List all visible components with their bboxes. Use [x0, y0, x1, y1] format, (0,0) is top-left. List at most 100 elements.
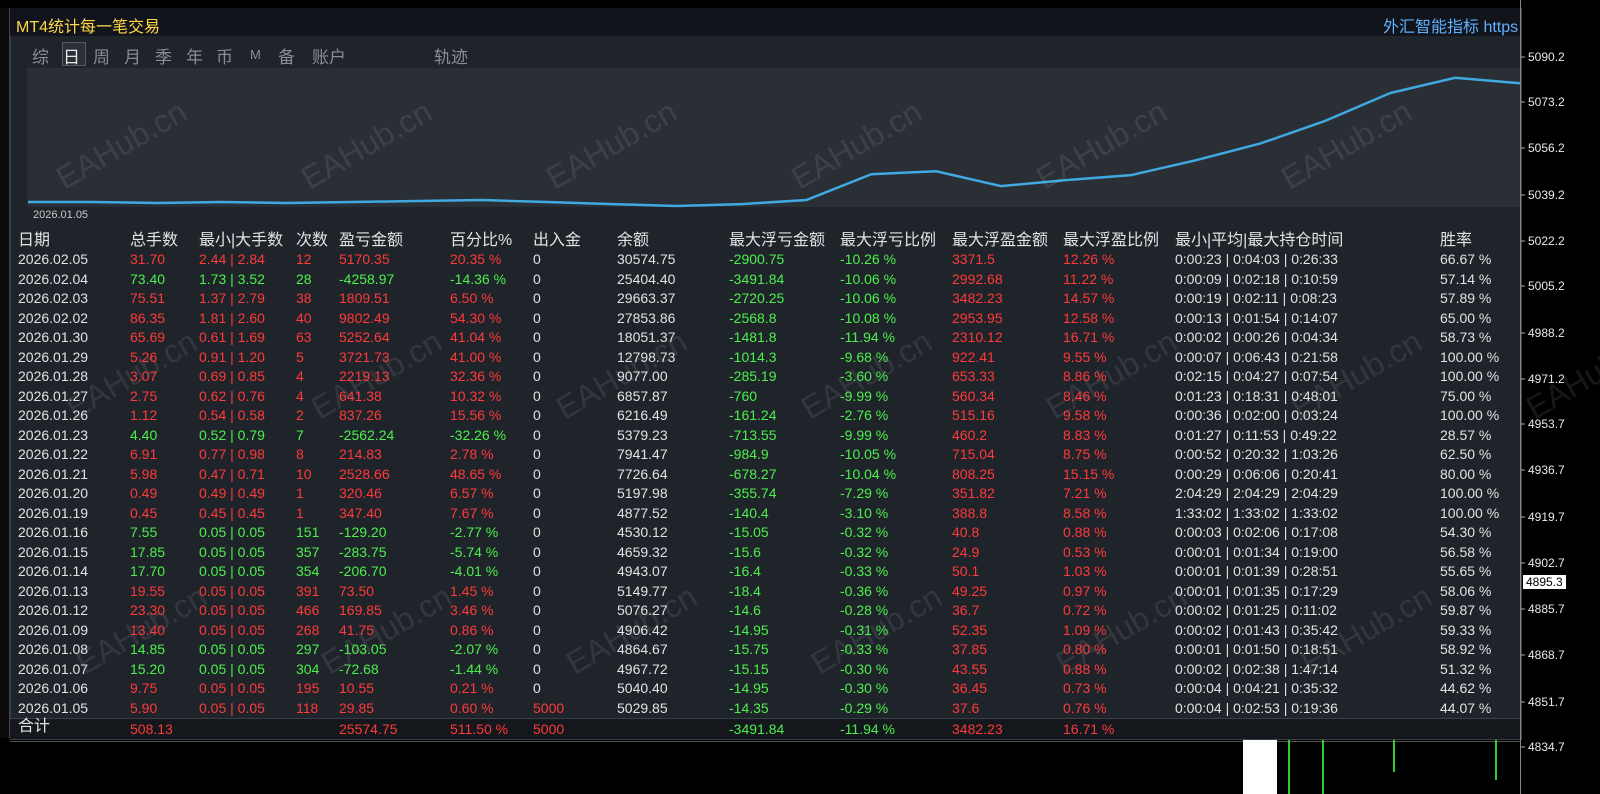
- table-cell: 5252.64: [339, 329, 390, 346]
- table-cell: -3491.84: [729, 270, 785, 287]
- price-label: 5073.2: [1528, 95, 1565, 109]
- price-label: 5056.2: [1528, 141, 1565, 155]
- table-cell: 62.50 %: [1440, 446, 1492, 463]
- table-cell: 0.05 | 0.05: [199, 680, 265, 697]
- table-cell: 0: [533, 504, 541, 521]
- column-header: 日期: [18, 232, 51, 249]
- table-cell: 0.72 %: [1063, 602, 1107, 619]
- table-cell: 5197.98: [617, 485, 668, 502]
- table-cell: 10.32 %: [450, 387, 502, 404]
- table-cell: -0.30 %: [840, 680, 889, 697]
- total-cell: -11.94 %: [840, 721, 895, 737]
- table-cell: 49.25: [952, 582, 988, 599]
- table-cell: 38: [296, 290, 312, 307]
- table-cell: -0.31 %: [840, 621, 889, 638]
- table-cell: 6857.87: [617, 387, 668, 404]
- volume-bar: [1243, 740, 1277, 794]
- table-cell: 6216.49: [617, 407, 668, 424]
- table-cell: 1.81 | 2.60: [199, 309, 265, 326]
- total-cell: 5000: [533, 721, 565, 737]
- table-cell: 2026.01.30: [18, 329, 89, 346]
- table-cell: 2026.01.26: [18, 407, 89, 424]
- table-cell: 6.50 %: [450, 290, 494, 307]
- table-cell: 1.37 | 2.79: [199, 290, 265, 307]
- volume-bar: [1495, 740, 1497, 780]
- table-cell: 466: [296, 602, 320, 619]
- table-cell: 2026.01.16: [18, 524, 89, 541]
- table-cell: 0: [533, 309, 541, 326]
- column-header: 余额: [617, 232, 650, 249]
- table-cell: 17.85: [130, 543, 166, 560]
- table-cell: 5000: [533, 699, 565, 716]
- tab[interactable]: 币: [216, 48, 233, 67]
- table-cell: 0: [533, 524, 541, 541]
- table-cell: -7.29 %: [840, 485, 889, 502]
- table-cell: -129.20: [339, 524, 387, 541]
- table-cell: 2026.01.21: [18, 465, 89, 482]
- table-cell: 0:00:36 | 0:02:00 | 0:03:24: [1175, 407, 1338, 424]
- table-cell: 2953.95: [952, 309, 1003, 326]
- table-cell: 100.00 %: [1440, 485, 1500, 502]
- table-cell: 50.1: [952, 563, 980, 580]
- axis-line: [1520, 0, 1521, 794]
- table-cell: 15.56 %: [450, 407, 502, 424]
- table-cell: 40.8: [952, 524, 980, 541]
- table-cell: 2026.02.04: [18, 270, 89, 287]
- tab[interactable]: 日: [63, 48, 80, 67]
- volume-bar: [1393, 740, 1395, 772]
- tab[interactable]: 月: [124, 48, 141, 67]
- table-cell: 18051.37: [617, 329, 676, 346]
- table-cell: 100.00 %: [1440, 407, 1500, 424]
- active-tab-box: [62, 42, 86, 66]
- table-cell: -0.32 %: [840, 524, 889, 541]
- price-label: 5090.2: [1528, 50, 1565, 64]
- table-cell: 0.49 | 0.49: [199, 485, 265, 502]
- table-cell: 73.50: [339, 582, 375, 599]
- table-cell: 6.57 %: [450, 485, 494, 502]
- table-cell: 7.21 %: [1063, 485, 1107, 502]
- tab[interactable]: 备: [278, 48, 295, 67]
- price-label: 4885.7: [1528, 602, 1565, 616]
- table-cell: 0:00:01 | 0:01:34 | 0:19:00: [1175, 543, 1338, 560]
- table-cell: 43.55: [952, 660, 988, 677]
- tab[interactable]: M: [250, 47, 261, 62]
- table-cell: -2568.8: [729, 309, 777, 326]
- table-cell: 52.35: [952, 621, 988, 638]
- table-cell: 0:02:15 | 0:04:27 | 0:07:54: [1175, 368, 1338, 385]
- table-cell: 59.33 %: [1440, 621, 1492, 638]
- table-cell: 41.00 %: [450, 348, 502, 365]
- table-cell: 641.38: [339, 387, 382, 404]
- table-cell: 0:01:23 | 0:18:31 | 0:48:01: [1175, 387, 1338, 404]
- table-cell: 0.62 | 0.76: [199, 387, 265, 404]
- table-cell: 58.92 %: [1440, 641, 1492, 658]
- table-cell: 9.75: [130, 680, 158, 697]
- table-cell: 66.67 %: [1440, 251, 1492, 267]
- tab[interactable]: 年: [186, 48, 203, 67]
- table-cell: 0: [533, 368, 541, 385]
- table-cell: 2.44 | 2.84: [199, 251, 265, 267]
- tab[interactable]: 周: [93, 48, 110, 67]
- tab[interactable]: 综: [32, 48, 49, 67]
- table-cell: 268: [296, 621, 320, 638]
- table-cell: 1:33:02 | 1:33:02 | 1:33:02: [1175, 504, 1338, 521]
- table-cell: 0: [533, 446, 541, 463]
- price-label: 4936.7: [1528, 463, 1565, 477]
- table-cell: 2026.01.23: [18, 426, 89, 443]
- table-cell: 3.07: [130, 368, 158, 385]
- table-cell: 8.75 %: [1063, 446, 1107, 463]
- table-cell: 0.54 | 0.58: [199, 407, 265, 424]
- table-cell: 0:00:13 | 0:01:54 | 0:14:07: [1175, 309, 1338, 326]
- table-cell: 0: [533, 407, 541, 424]
- table-cell: 23.30: [130, 602, 166, 619]
- tab[interactable]: 季: [155, 48, 172, 67]
- table-cell: 36.45: [952, 680, 988, 697]
- table-cell: 8.83 %: [1063, 426, 1107, 443]
- tab[interactable]: 轨迹: [434, 48, 468, 67]
- table-cell: 0:00:29 | 0:06:06 | 0:20:41: [1175, 465, 1338, 482]
- link[interactable]: 外汇智能指标 https: [1383, 19, 1519, 36]
- tab[interactable]: 账户: [312, 48, 346, 67]
- table-cell: 2026.01.29: [18, 348, 89, 365]
- table-cell: 54.30 %: [1440, 524, 1492, 541]
- total-cell: 3482.23: [952, 721, 1003, 737]
- table-cell: 5.26: [130, 348, 158, 365]
